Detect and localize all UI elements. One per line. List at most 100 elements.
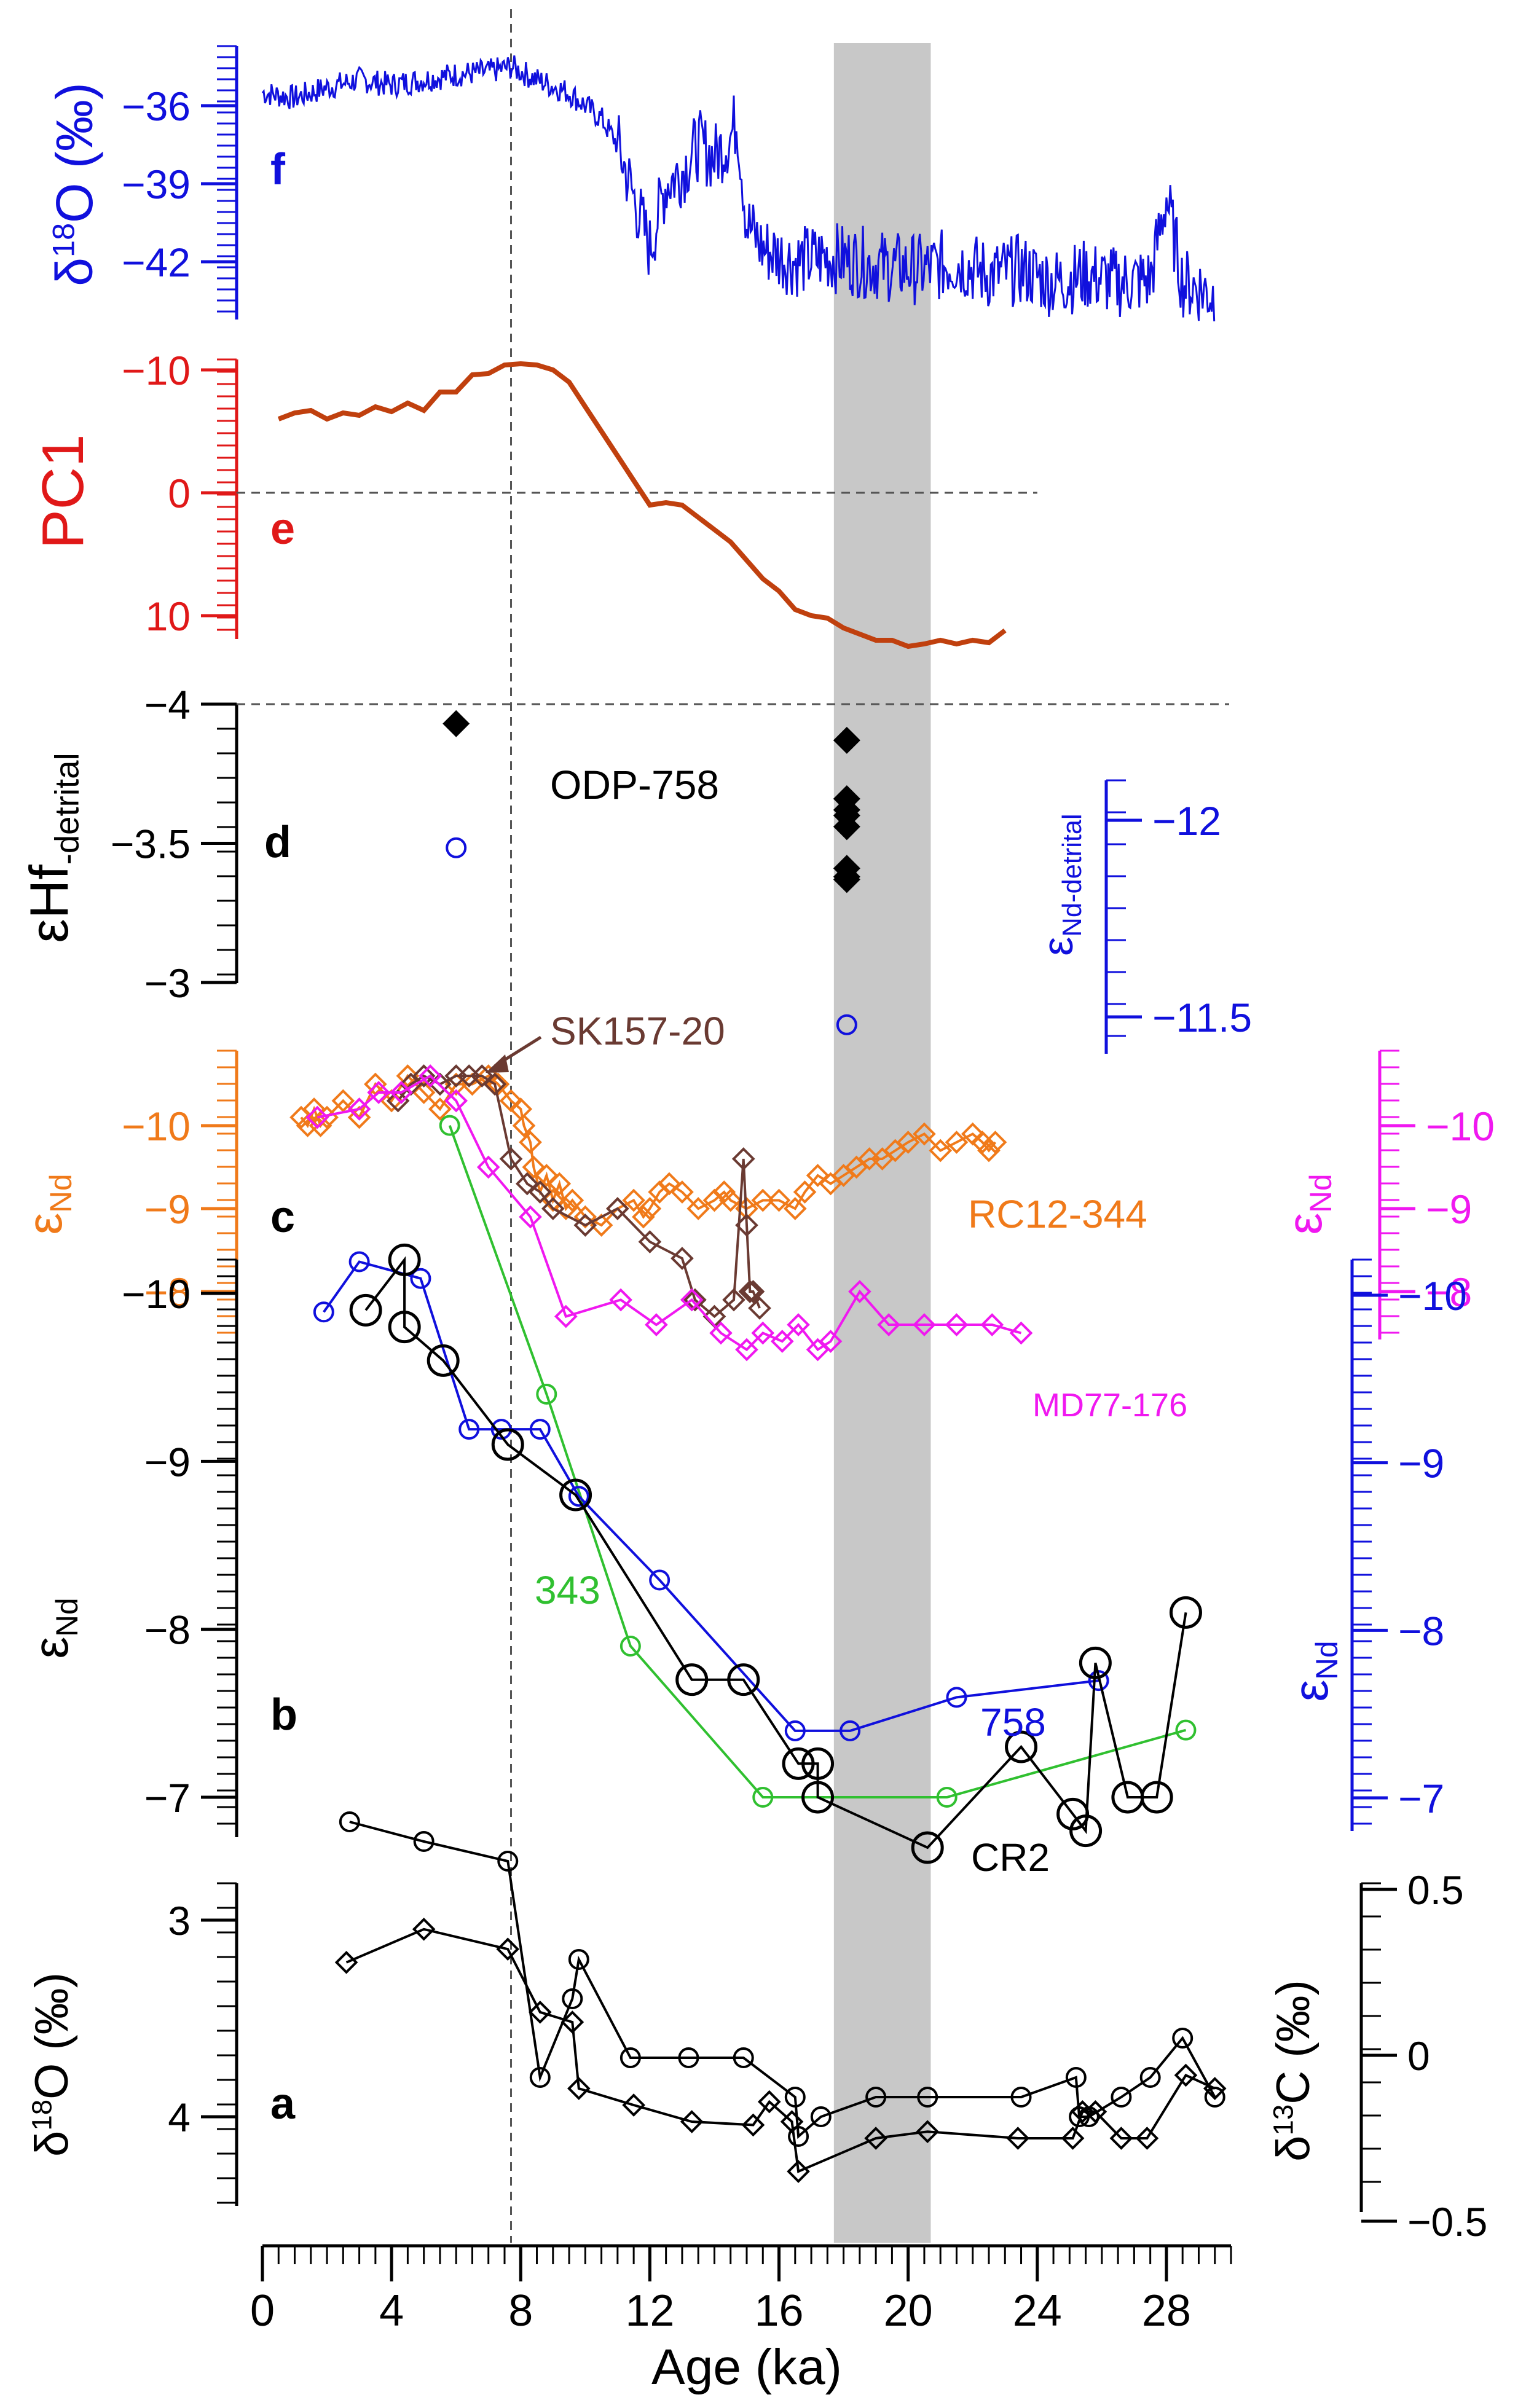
panel-c-point-RC12-344 xyxy=(751,1188,775,1212)
panel-b-line-343 xyxy=(448,1125,1187,1798)
panel-b-point-CR2 xyxy=(727,1663,760,1696)
panel-a-point-0 xyxy=(810,2106,832,2127)
panel-e-y-tick-label: 10 xyxy=(146,594,191,639)
panel-a-point-1 xyxy=(1084,2100,1107,2124)
panel-c-point-MD77-176 xyxy=(645,1313,668,1336)
panel-c-point-MD77-176 xyxy=(305,1105,329,1129)
panel-f-y-tick-label: −36 xyxy=(122,84,191,129)
panel-a-point-1 xyxy=(916,2120,940,2144)
panel-a-point-1 xyxy=(560,2010,584,2034)
panel-d-point-0 xyxy=(833,866,860,893)
panel-c-point-RC12-344 xyxy=(302,1097,326,1121)
panel-c-point-MD77-176 xyxy=(980,1313,1004,1336)
panel-c-point-MD77-176 xyxy=(751,1321,775,1345)
panel-c-label: c xyxy=(270,1193,295,1242)
panel-a-label: a xyxy=(270,2079,296,2128)
panel-b-y-tick-label: −7 xyxy=(144,1775,191,1821)
panel-c-point-MD77-176 xyxy=(1009,1321,1033,1345)
panel-b-right-y-tick-label: −10 xyxy=(1398,1273,1467,1319)
x-tick-label: 0 xyxy=(250,2286,275,2335)
x-tick-label: 28 xyxy=(1142,2286,1191,2335)
panel-b-point-CR2 xyxy=(388,1243,421,1276)
panel-b-point-343 xyxy=(936,1787,958,1808)
panel-b-label: b xyxy=(270,1690,297,1739)
panel-e-label: e xyxy=(270,504,295,554)
panel-c-point-SK157-20 xyxy=(722,1288,745,1312)
panel-b-point-758 xyxy=(458,1419,480,1440)
panel-c-point-SK157-20 xyxy=(515,1172,539,1196)
panel-b-point-758 xyxy=(568,1486,589,1507)
panel-b-point-758 xyxy=(313,1301,334,1323)
panel-b-line-CR2 xyxy=(364,1256,1187,1849)
panel-c-point-MD77-176 xyxy=(848,1280,871,1303)
panel-a-point-1 xyxy=(757,2090,781,2114)
panel-a-point-1 xyxy=(864,2127,887,2150)
panel-d-point-1 xyxy=(836,1014,857,1035)
panel-c-point-RC12-344 xyxy=(945,1131,969,1154)
panel-c-point-SK157-20 xyxy=(528,1180,552,1204)
panel-a-point-0 xyxy=(788,2126,809,2147)
panel-a-point-1 xyxy=(622,2093,645,2117)
panel-c-line-SK157-20 xyxy=(397,1074,761,1319)
panel-b-point-758 xyxy=(410,1268,431,1289)
panel-c-point-RC12-344 xyxy=(686,1197,710,1220)
panel-c-point-MD77-176 xyxy=(609,1288,632,1312)
panel-a-point-1 xyxy=(787,2160,810,2183)
panel-c-point-RC12-344 xyxy=(519,1131,542,1154)
panel-c-point-MD77-176 xyxy=(913,1313,936,1336)
panel-a-point-1 xyxy=(1006,2127,1030,2150)
panel-d-ylabel: εHf-detrital xyxy=(18,753,86,943)
panel-c-right-ylabel: εNd xyxy=(1277,1174,1338,1234)
panel-a-point-1 xyxy=(680,2110,704,2133)
panel-a-point-0 xyxy=(619,2047,641,2068)
panel-a-point-0 xyxy=(568,1949,589,1970)
panel-c-point-MD77-176 xyxy=(367,1081,390,1104)
panel-a-y-tick-label: 3 xyxy=(168,1898,191,1943)
panel-c-right-y-tick-label: −9 xyxy=(1426,1186,1472,1232)
panel-a-point-0 xyxy=(917,2087,938,2108)
panel-b-ylabel: εNd xyxy=(23,1598,84,1658)
panel-b-point-CR2 xyxy=(388,1311,421,1344)
panel-c-point-MD77-176 xyxy=(945,1313,969,1336)
panel-a-point-1 xyxy=(1203,2077,1227,2100)
panel-a-point-1 xyxy=(334,1950,358,1974)
panel-a-point-0 xyxy=(562,1988,583,2009)
panel-a-point-0 xyxy=(1065,2067,1087,2088)
panel-b-y-tick-label: −10 xyxy=(122,1271,191,1317)
panel-c-point-MD77-176 xyxy=(877,1313,900,1336)
panel-c-point-RC12-344 xyxy=(671,1180,694,1204)
panel-c-point-SK157-20 xyxy=(541,1197,565,1220)
panel-c-right-y-tick-label: −8 xyxy=(1426,1269,1472,1315)
panel-b-point-CR2 xyxy=(1079,1646,1112,1679)
panel-c-point-RC12-344 xyxy=(573,1205,597,1229)
panel-a-point-0 xyxy=(413,1831,435,1852)
panel-b-point-CR2 xyxy=(1140,1781,1173,1814)
panel-f-series-line xyxy=(261,55,1216,321)
panel-a-point-1 xyxy=(528,2000,552,2024)
panel-a-ylabel: δ18O (‰) xyxy=(26,1972,78,2157)
panel-b-y-tick-label: −9 xyxy=(144,1439,191,1484)
panel-a-point-0 xyxy=(497,1851,519,1872)
panel-c-label-sk157-20: SK157-20 xyxy=(550,1009,725,1053)
panel-a-point-0 xyxy=(1172,2028,1194,2049)
panel-a-point-0 xyxy=(1010,2087,1032,2108)
panel-a-right-y-tick-label: 0 xyxy=(1407,2033,1430,2079)
panel-c-point-MD77-176 xyxy=(554,1304,578,1328)
x-tick-label: 4 xyxy=(379,2286,404,2335)
panel-c-point-SK157-20 xyxy=(499,1147,523,1171)
panel-e-y-tick-label: 0 xyxy=(168,471,191,516)
panel-c-point-SK157-20 xyxy=(731,1147,755,1171)
panel-b-line-758 xyxy=(323,1260,1099,1732)
panel-c-point-SK157-20 xyxy=(638,1230,662,1253)
panel-c-point-MD77-176 xyxy=(787,1313,810,1336)
panel-d-y-tick-label: −4 xyxy=(144,682,191,727)
panel-b-point-CR2 xyxy=(911,1831,944,1864)
panel-b-point-CR2 xyxy=(1169,1596,1202,1629)
panel-d-right-y-tick-label: −12 xyxy=(1152,798,1221,844)
panel-a-y-tick-label: 4 xyxy=(168,2095,191,2140)
panel-d-point-0 xyxy=(442,710,470,737)
panel-a-point-1 xyxy=(1174,2063,1198,2087)
panel-a-point-1 xyxy=(741,2113,765,2137)
panel-c-point-RC12-344 xyxy=(977,1139,1001,1163)
panel-a-point-0 xyxy=(1111,2087,1132,2108)
